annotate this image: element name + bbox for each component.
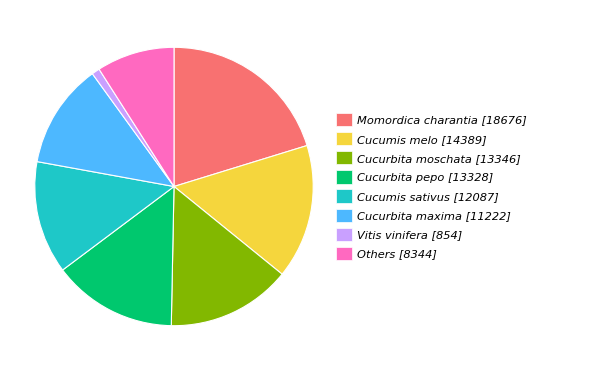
Legend: Momordica charantia [18676], Cucumis melo [14389], Cucurbita moschata [13346], C: Momordica charantia [18676], Cucumis mel… [335, 113, 527, 260]
Wedge shape [92, 69, 174, 186]
Wedge shape [174, 145, 313, 274]
Wedge shape [62, 186, 174, 326]
Wedge shape [37, 74, 174, 186]
Wedge shape [174, 47, 307, 186]
Wedge shape [35, 162, 174, 270]
Wedge shape [99, 47, 174, 186]
Wedge shape [171, 186, 282, 326]
